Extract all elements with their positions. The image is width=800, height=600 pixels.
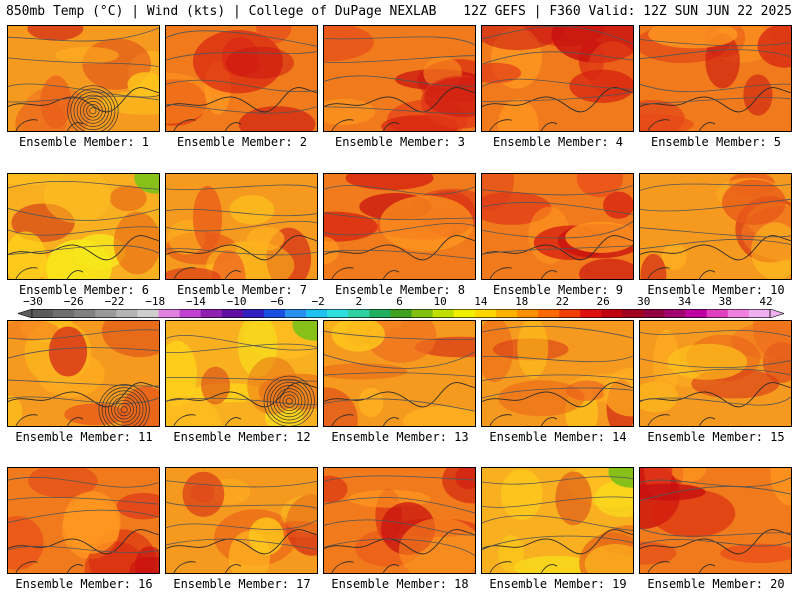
ensemble-member-label: Ensemble Member: 15 [647, 430, 785, 444]
ensemble-member-map-16 [7, 467, 160, 574]
colorbar-swatch [580, 309, 602, 318]
colorbar-swatch [453, 309, 476, 318]
colorbar-swatch [306, 309, 328, 318]
colorbar-high-arrow [769, 309, 784, 318]
colorbar-tick-label: 14 [474, 295, 488, 308]
ensemble-member-label: Ensemble Member: 11 [15, 430, 153, 444]
header-right-title: 12Z GEFS | F360 Valid: 12Z SUN JUN 22 20… [463, 4, 792, 19]
colorbar-swatch [538, 309, 560, 318]
ensemble-member-label: Ensemble Member: 6 [18, 283, 150, 297]
colorbar-tick-label: −22 [104, 295, 125, 308]
colorbar-swatch [664, 309, 686, 318]
colorbar-tick-label: 6 [396, 295, 403, 308]
colorbar-swatch [32, 309, 54, 318]
ensemble-member-map-20 [639, 467, 792, 574]
colorbar-tick-label: −26 [63, 295, 84, 308]
ensemble-member-map-11 [7, 320, 160, 427]
header-left-title: 850mb Temp (°C) | Wind (kts) | College o… [6, 4, 437, 19]
ensemble-member-map-10 [639, 173, 792, 280]
colorbar-tick-label: 34 [677, 295, 692, 308]
ensemble-member-label: Ensemble Member: 20 [647, 577, 785, 591]
colorbar-swatch [516, 309, 539, 318]
colorbar-swatch [622, 309, 644, 318]
temperature-colorbar [18, 309, 784, 318]
ensemble-member-map-5 [639, 25, 792, 132]
ensemble-member-map-9 [481, 173, 634, 280]
ensemble-member-map-15 [639, 320, 792, 427]
colorbar-swatch [748, 309, 771, 318]
colorbar-swatch [242, 309, 265, 318]
colorbar-swatch [179, 309, 201, 318]
colorbar-tick-label: 22 [555, 295, 570, 308]
ensemble-member-map-14 [481, 320, 634, 427]
ensemble-member-map-18 [323, 467, 476, 574]
colorbar-tick-label: −14 [185, 295, 206, 308]
colorbar-swatch [643, 309, 665, 318]
ensemble-member-label: Ensemble Member: 13 [331, 430, 469, 444]
colorbar-swatch [601, 309, 623, 318]
ensemble-member-map-3 [323, 25, 476, 132]
colorbar-swatch [221, 309, 244, 318]
colorbar-tick-label: 2 [355, 295, 363, 308]
colorbar-tick-label: −18 [145, 295, 166, 308]
colorbar-swatch [727, 309, 750, 318]
ensemble-member-label: Ensemble Member: 9 [492, 283, 624, 297]
ensemble-member-map-13 [323, 320, 476, 427]
ensemble-member-label: Ensemble Member: 4 [492, 135, 624, 149]
ensemble-member-map-6 [7, 173, 160, 280]
ensemble-member-label: Ensemble Member: 12 [173, 430, 311, 444]
colorbar-swatch [432, 309, 455, 318]
colorbar-swatch [95, 309, 117, 318]
colorbar-swatch [685, 309, 708, 318]
colorbar-swatch [327, 309, 349, 318]
ensemble-member-label: Ensemble Member: 8 [334, 283, 466, 297]
ensemble-member-label: Ensemble Member: 18 [331, 577, 469, 591]
ensemble-member-map-1 [7, 25, 160, 132]
colorbar-swatch [474, 309, 497, 318]
colorbar-swatch [263, 309, 286, 318]
ensemble-member-label: Ensemble Member: 5 [650, 135, 782, 149]
colorbar-swatch [411, 309, 433, 318]
ensemble-member-label: Ensemble Member: 16 [15, 577, 153, 591]
colorbar-swatch [158, 309, 180, 318]
colorbar-swatch [285, 309, 307, 318]
colorbar-swatch [390, 309, 412, 318]
ensemble-member-map-4 [481, 25, 634, 132]
ensemble-member-map-17 [165, 467, 318, 574]
colorbar-tick-label: 38 [718, 295, 732, 308]
colorbar-swatch [74, 309, 96, 318]
ensemble-member-label: Ensemble Member: 2 [176, 135, 308, 149]
colorbar-tick-label: 30 [637, 295, 651, 308]
colorbar-low-arrow [18, 309, 33, 318]
ensemble-member-label: Ensemble Member: 14 [489, 430, 627, 444]
colorbar-swatch [53, 309, 75, 318]
colorbar-swatch [116, 309, 138, 318]
colorbar-tick-label: 18 [515, 295, 529, 308]
colorbar-tick-label: −30 [23, 295, 43, 308]
ensemble-member-map-7 [165, 173, 318, 280]
ensemble-member-label: Ensemble Member: 17 [173, 577, 311, 591]
colorbar-tick-label: −10 [226, 295, 247, 308]
ensemble-member-label: Ensemble Member: 3 [334, 135, 466, 149]
colorbar-swatch [137, 309, 159, 318]
ensemble-member-label: Ensemble Member: 7 [176, 283, 308, 297]
colorbar-swatch [369, 309, 391, 318]
colorbar-tick-label: −2 [311, 295, 325, 308]
ensemble-member-label: Ensemble Member: 19 [489, 577, 627, 591]
ensemble-member-map-19 [481, 467, 634, 574]
colorbar-swatch [495, 309, 518, 318]
colorbar-tick-label: 10 [433, 295, 447, 308]
colorbar-tick-label: 42 [759, 295, 773, 308]
ensemble-member-map-12 [165, 320, 318, 427]
colorbar-swatch [200, 309, 223, 318]
colorbar-swatch [706, 309, 729, 318]
ensemble-member-label: Ensemble Member: 10 [647, 283, 785, 297]
ensemble-member-label: Ensemble Member: 1 [18, 135, 150, 149]
colorbar-swatch [559, 309, 581, 318]
ensemble-member-map-2 [165, 25, 318, 132]
colorbar-swatch [348, 309, 370, 318]
colorbar-tick-label: −6 [270, 295, 284, 308]
colorbar-tick-label: 26 [596, 295, 610, 308]
ensemble-member-map-8 [323, 173, 476, 280]
